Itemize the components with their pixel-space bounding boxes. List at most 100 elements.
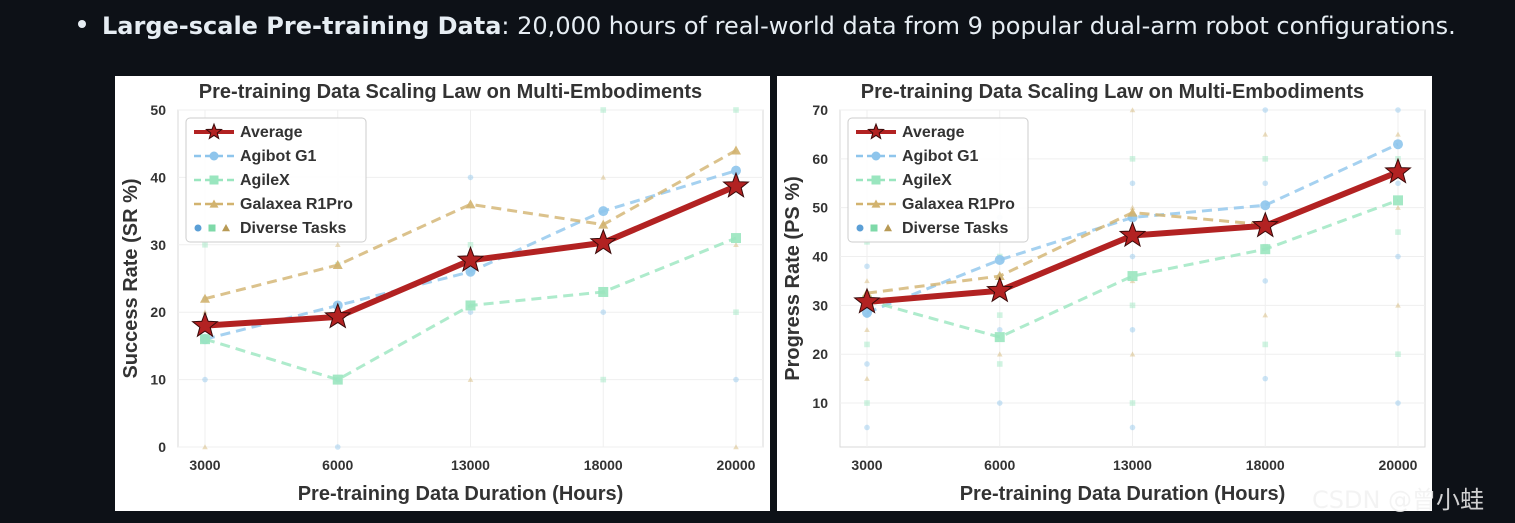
legend-task-circle — [194, 224, 202, 232]
legend-marker-agibot-g1 — [209, 151, 219, 161]
task-point — [1262, 375, 1269, 382]
task-point — [467, 174, 474, 181]
data-point-agilex — [1127, 271, 1138, 282]
task-point — [1262, 156, 1269, 162]
task-point — [1395, 400, 1401, 406]
task-point — [202, 242, 208, 248]
legend-label: Diverse Tasks — [902, 220, 1009, 237]
task-point — [733, 376, 739, 383]
y-tick-label: 10 — [812, 395, 828, 411]
y-tick-label: 20 — [812, 346, 828, 362]
task-point — [467, 376, 474, 382]
data-point-average — [853, 287, 881, 314]
y-tick-label: 30 — [812, 297, 828, 313]
y-tick-label: 60 — [812, 151, 828, 167]
task-point — [1395, 131, 1401, 137]
legend-marker-agilex — [871, 175, 881, 185]
task-point — [1129, 302, 1136, 309]
chart-panel-progress-rate: 10 20 30 40 50 60 70 3000 6000 13000 18000 20000 Pre… — [777, 76, 1432, 511]
task-point — [1395, 204, 1401, 210]
task-point — [1129, 156, 1136, 162]
task-point — [1129, 326, 1136, 333]
data-point-average — [1118, 221, 1147, 248]
data-point-galaxea-r1pro — [994, 271, 1005, 281]
task-point — [996, 312, 1003, 318]
task-point — [334, 242, 341, 248]
legend-box — [185, 117, 367, 243]
task-point — [864, 278, 870, 284]
task-point — [1262, 341, 1269, 348]
legend-label: AgileX — [902, 172, 952, 189]
task-point — [1129, 424, 1136, 431]
legend-label: Galaxea R1Pro — [240, 196, 353, 213]
legend-label: Galaxea R1Pro — [902, 196, 1015, 213]
task-point — [334, 444, 341, 450]
legend-marker-agilex — [209, 175, 219, 185]
x-tick-label: 18000 — [584, 457, 623, 473]
task-point — [864, 326, 870, 333]
data-point-agilex — [332, 374, 343, 385]
bullet-dot-icon — [78, 20, 86, 28]
legend-task-square — [870, 224, 878, 232]
data-point-galaxea-r1pro — [1127, 207, 1138, 217]
x-tick-label: 3000 — [189, 457, 220, 473]
watermark-text: CSDN @曾小蛙 — [1312, 486, 1485, 514]
bullet-colon: : — [501, 12, 510, 40]
task-point — [733, 444, 739, 450]
task-point — [996, 361, 1003, 367]
data-point-average — [191, 311, 219, 338]
chart-legend: Average Agibot G1 AgileX Galaxea R1Pro Diver… — [185, 117, 367, 243]
task-point — [1262, 107, 1269, 113]
task-point — [864, 341, 870, 348]
task-point — [1395, 107, 1401, 113]
data-point-agilex — [994, 332, 1005, 343]
legend-label: Agibot G1 — [902, 148, 979, 165]
data-point-galaxea-r1pro — [332, 260, 343, 270]
data-point-agilex — [1260, 244, 1271, 255]
data-point-average — [1251, 211, 1279, 238]
task-point — [996, 326, 1003, 333]
series-line-agibot-g1 — [866, 142, 1399, 315]
task-point — [864, 263, 870, 270]
x-tick-label: 6000 — [984, 457, 1015, 473]
series-line-galaxea-r1pro — [204, 149, 737, 301]
task-point — [1262, 131, 1269, 137]
progress-rate-chart: 10 20 30 40 50 60 70 3000 6000 13000 18000 20000 Pre… — [782, 81, 1426, 505]
chart-title: Pre-training Data Scaling Law on Multi-E… — [861, 81, 1364, 103]
y-axis-label: Success Rate (SR %) — [120, 178, 142, 378]
y-axis-label: Progress Rate (PS %) — [782, 176, 804, 381]
task-point — [864, 375, 870, 381]
legend-box — [847, 117, 1029, 243]
x-tick-label: 20000 — [1379, 457, 1418, 473]
task-point — [864, 400, 870, 406]
feature-bullet: Large-scale Pre-training Data: 20,000 ho… — [78, 12, 1456, 40]
legend-label: AgileX — [240, 172, 290, 189]
task-point — [600, 174, 607, 180]
x-tick-label: 20000 — [717, 457, 756, 473]
success-rate-chart: 0 10 20 30 40 50 3000 6000 13000 18000 20000 Pre-tr… — [120, 81, 764, 505]
task-point — [1395, 180, 1401, 187]
y-tick-label: 0 — [158, 439, 166, 455]
task-point — [1395, 229, 1401, 235]
task-point — [600, 376, 607, 383]
y-tick-label: 30 — [150, 237, 166, 253]
data-point-average — [722, 171, 750, 198]
task-point — [1395, 351, 1401, 358]
legend-marker-average — [205, 122, 223, 140]
task-point — [1129, 180, 1136, 187]
task-point — [1129, 107, 1136, 113]
y-tick-label: 70 — [812, 102, 828, 118]
data-point-average — [324, 302, 352, 329]
chart-title: Pre-training Data Scaling Law on Multi-E… — [199, 81, 702, 103]
task-point — [1129, 253, 1136, 260]
bullet-text: 20,000 hours of real-world data from 9 p… — [509, 12, 1456, 40]
data-point-average — [1384, 157, 1412, 184]
x-axis-label: Pre-training Data Duration (Hours) — [298, 483, 624, 505]
data-point-agibot-g1 — [994, 254, 1005, 265]
x-tick-label: 18000 — [1246, 457, 1285, 473]
data-point-average — [986, 276, 1014, 303]
data-point-agibot-g1 — [598, 206, 609, 217]
task-point — [467, 242, 474, 248]
data-point-agibot-g1 — [862, 307, 872, 318]
data-point-agilex — [200, 334, 210, 345]
